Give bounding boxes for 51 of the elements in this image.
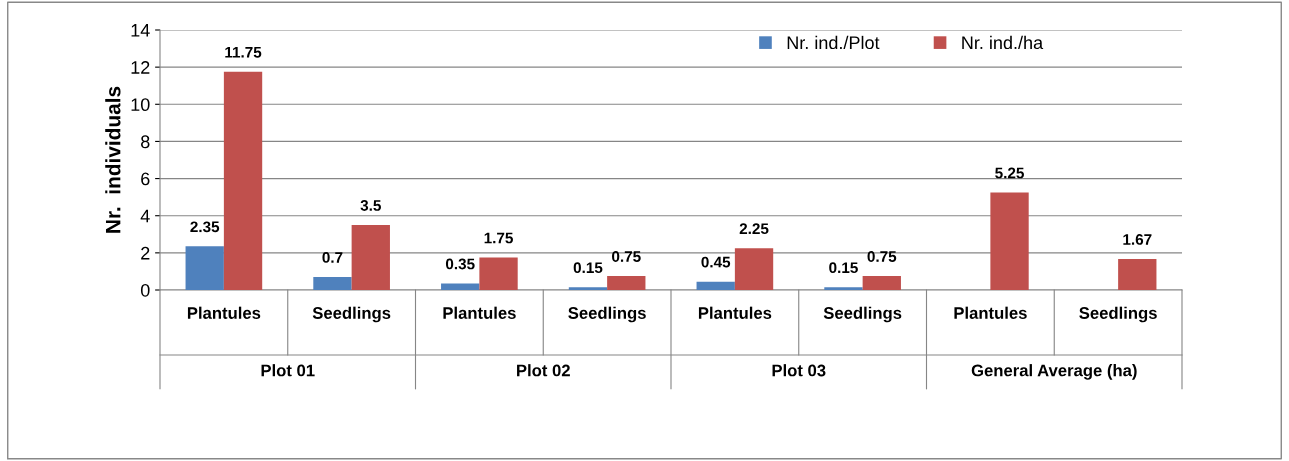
x-tick-label: Seedlings <box>312 306 391 323</box>
data-label: 1.67 <box>1123 234 1152 245</box>
legend-label: Nr. ind./ha <box>962 35 1044 50</box>
data-label: 0.45 <box>701 256 731 268</box>
y-axis-title: Nr. individuals <box>105 86 121 233</box>
y-tick-label: 6 <box>141 172 150 186</box>
data-label: 0.75 <box>612 251 641 262</box>
x-tick-label: Plantules <box>443 306 516 319</box>
x-tick-label: Seedlings <box>823 306 902 323</box>
x-tick-label: Plantules <box>698 306 772 319</box>
y-tick-label: 8 <box>141 135 150 149</box>
y-tick-label: 12 <box>131 61 150 74</box>
bar <box>696 281 735 290</box>
bar <box>824 287 863 290</box>
bar <box>607 276 646 290</box>
y-tick-label: 0 <box>140 283 150 297</box>
bar <box>734 248 774 290</box>
legend-label: Nr. ind./Plot <box>787 35 880 50</box>
text: Plot 03 <box>772 364 826 377</box>
data-label: 1.75 <box>484 232 513 244</box>
data-label: 5.25 <box>995 167 1024 179</box>
text: Plot 02 <box>517 364 570 377</box>
y-tick-label: 10 <box>131 98 150 112</box>
data-label: 0.75 <box>867 251 897 262</box>
y-tick-label: 4 <box>140 209 150 223</box>
x-tick-label: Plantules <box>954 306 1027 319</box>
text: Plot 01 <box>261 364 315 377</box>
bar <box>185 246 224 290</box>
data-label: 3.5 <box>360 200 381 211</box>
x-tick-label: Plantules <box>187 306 261 319</box>
data-label: 2.35 <box>190 221 220 233</box>
data-label: 11.75 <box>225 46 262 58</box>
data-label: 0.7 <box>322 252 343 263</box>
bar <box>1118 258 1157 290</box>
bar <box>313 277 352 290</box>
x-tick-label: Seedlings <box>568 306 646 323</box>
x-tick-label: Seedlings <box>1079 306 1157 323</box>
bar <box>223 71 263 290</box>
bar <box>479 257 518 290</box>
bar <box>862 276 901 290</box>
y-tick-label: 2 <box>141 246 150 260</box>
bar <box>441 283 480 290</box>
bar <box>351 225 390 290</box>
bar <box>568 287 608 290</box>
y-tick-label: 14 <box>131 24 150 37</box>
bar <box>990 192 1029 290</box>
data-label: 0.15 <box>829 262 858 274</box>
data-label: 0.35 <box>445 258 475 270</box>
text: General Average (ha) <box>971 364 1137 380</box>
data-label: 2.25 <box>739 223 769 235</box>
data-label: 0.15 <box>573 262 603 274</box>
